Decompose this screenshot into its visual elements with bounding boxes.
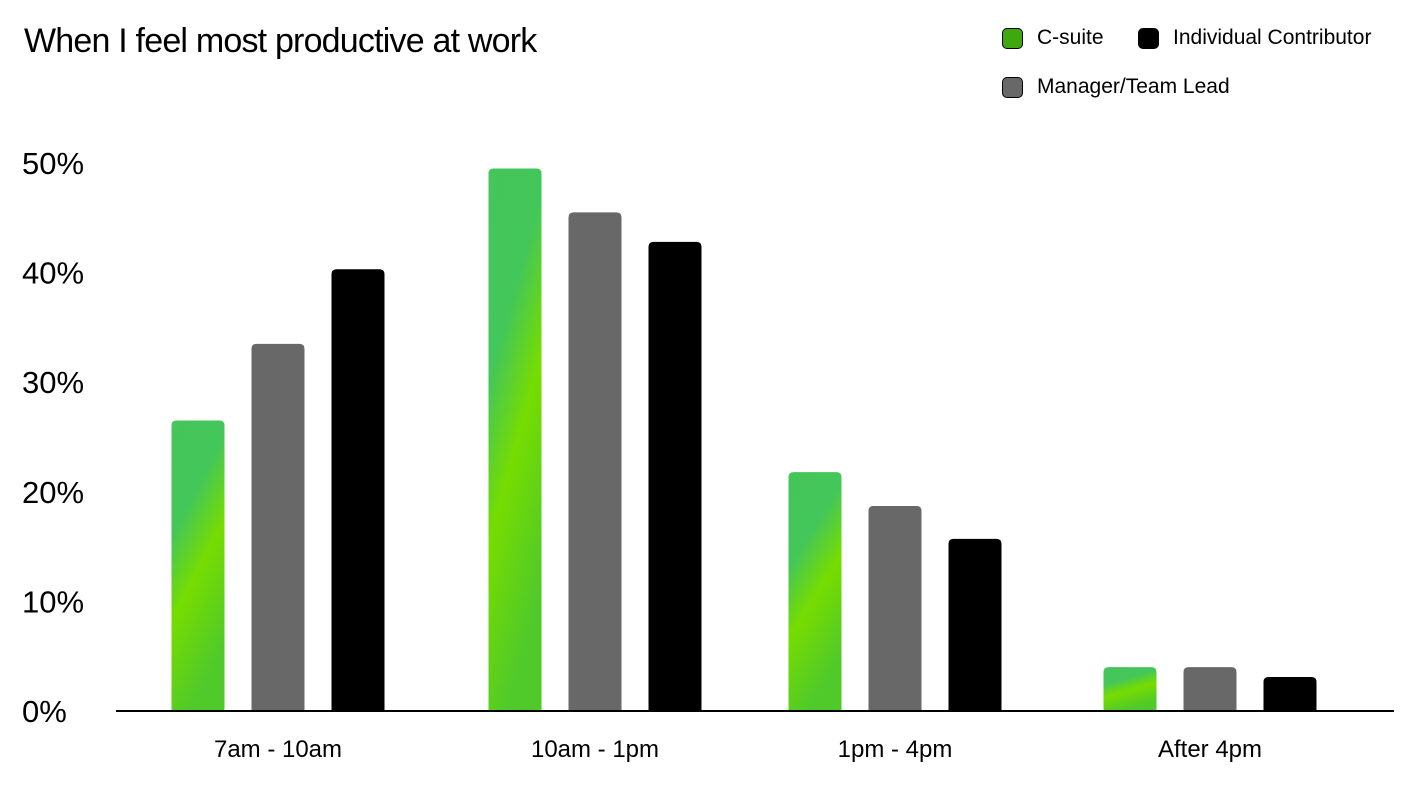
x-tick-label: 1pm - 4pm [838, 736, 953, 763]
bars-group [171, 168, 1317, 712]
legend-label-c-suite: C-suite [1037, 26, 1104, 49]
y-axis-ticks: 0% 10% 20% 30% 40% 50% [22, 146, 84, 729]
x-tick-label: 7am - 10am [214, 736, 342, 763]
x-axis-ticks: 7am - 10am 10am - 1pm 1pm - 4pm After 4pm [214, 736, 1262, 763]
bar-manager-team-lead-0 [251, 343, 305, 711]
bar-manager-team-lead-3 [1183, 667, 1237, 711]
y-tick-label: 50% [22, 146, 84, 181]
legend-item-manager-team-lead: Manager/Team Lead [1002, 75, 1230, 99]
x-tick-label: After 4pm [1158, 736, 1262, 763]
x-tick-label: 10am - 1pm [531, 736, 659, 763]
legend-item-c-suite: C-suite [1002, 26, 1104, 50]
legend-swatch-c-suite [1002, 27, 1023, 49]
y-tick-label: 40% [22, 256, 84, 291]
y-tick-label: 0% [22, 694, 67, 729]
bar-individual-contributor-2 [948, 538, 1002, 711]
legend-swatch-manager-team-lead [1002, 76, 1023, 98]
legend-swatch-individual-contributor [1138, 27, 1159, 49]
chart-legend: C-suite Individual Contributor Manager/T… [1002, 26, 1412, 106]
bar-c-suite-2 [788, 472, 842, 711]
bar-individual-contributor-1 [648, 241, 702, 712]
bar-individual-contributor-3 [1263, 677, 1317, 711]
y-tick-label: 10% [22, 584, 84, 619]
legend-label-manager-team-lead: Manager/Team Lead [1037, 75, 1230, 98]
y-tick-label: 30% [22, 365, 84, 400]
bar-individual-contributor-0 [331, 269, 385, 711]
legend-item-individual-contributor: Individual Contributor [1138, 26, 1371, 50]
bar-c-suite-3 [1103, 667, 1157, 711]
chart-title: When I feel most productive at work [24, 22, 537, 60]
y-tick-label: 20% [22, 475, 84, 510]
legend-label-individual-contributor: Individual Contributor [1173, 26, 1372, 49]
bar-c-suite-0 [171, 420, 225, 711]
bar-manager-team-lead-2 [868, 506, 922, 711]
bar-c-suite-1 [488, 168, 542, 712]
bar-manager-team-lead-1 [568, 212, 622, 711]
